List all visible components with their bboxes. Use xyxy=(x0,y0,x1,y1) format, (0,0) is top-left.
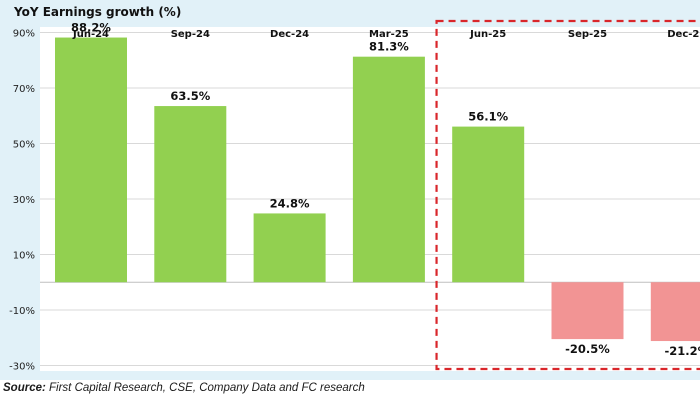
y-tick-label: 50% xyxy=(13,140,35,151)
data-label: 63.5% xyxy=(170,89,210,103)
chart-title: YoY Earnings growth (%) xyxy=(14,5,182,19)
source-note: Source: First Capital Research, CSE, Com… xyxy=(3,382,365,394)
source-label: Source: xyxy=(3,382,46,394)
category-label: Dec-24 xyxy=(270,29,309,40)
source-text: First Capital Research, CSE, Company Dat… xyxy=(45,382,365,394)
category-label: Jun-24 xyxy=(72,29,109,40)
bar xyxy=(253,213,326,283)
bar xyxy=(650,282,700,342)
data-label: -21.2% xyxy=(664,344,700,358)
data-label: 24.8% xyxy=(270,196,310,210)
y-tick-label: 10% xyxy=(13,250,35,261)
chart-panel: YoY Earnings growth (%) 90% 70% 50% 30% 10% -… xyxy=(0,0,700,380)
bar xyxy=(55,37,127,283)
y-tick-label: 90% xyxy=(13,29,35,40)
category-label: Sep-25 xyxy=(568,29,607,40)
bar xyxy=(352,56,425,283)
forecast-box xyxy=(435,19,700,371)
y-tick-label: 70% xyxy=(13,84,35,95)
category-label: Sep-24 xyxy=(171,29,210,40)
category-label: Jun-25 xyxy=(469,29,506,40)
bar xyxy=(551,282,624,340)
bar xyxy=(154,106,227,283)
data-label: 88.2% xyxy=(71,21,111,35)
data-label: -20.5% xyxy=(565,342,610,356)
bar xyxy=(452,126,525,283)
y-tick-label: -30% xyxy=(9,361,35,372)
category-label: Mar-25 xyxy=(369,29,409,40)
category-label: Dec-25 xyxy=(667,29,700,40)
bar-chart: 90% 70% 50% 30% 10% -10% -30% 88.2%Jun-24 63.5% S… xyxy=(9,19,700,372)
data-label: 81.3% xyxy=(369,40,409,54)
y-tick-label: -10% xyxy=(9,306,35,317)
data-label: 56.1% xyxy=(468,110,508,124)
y-tick-label: 30% xyxy=(13,195,35,206)
